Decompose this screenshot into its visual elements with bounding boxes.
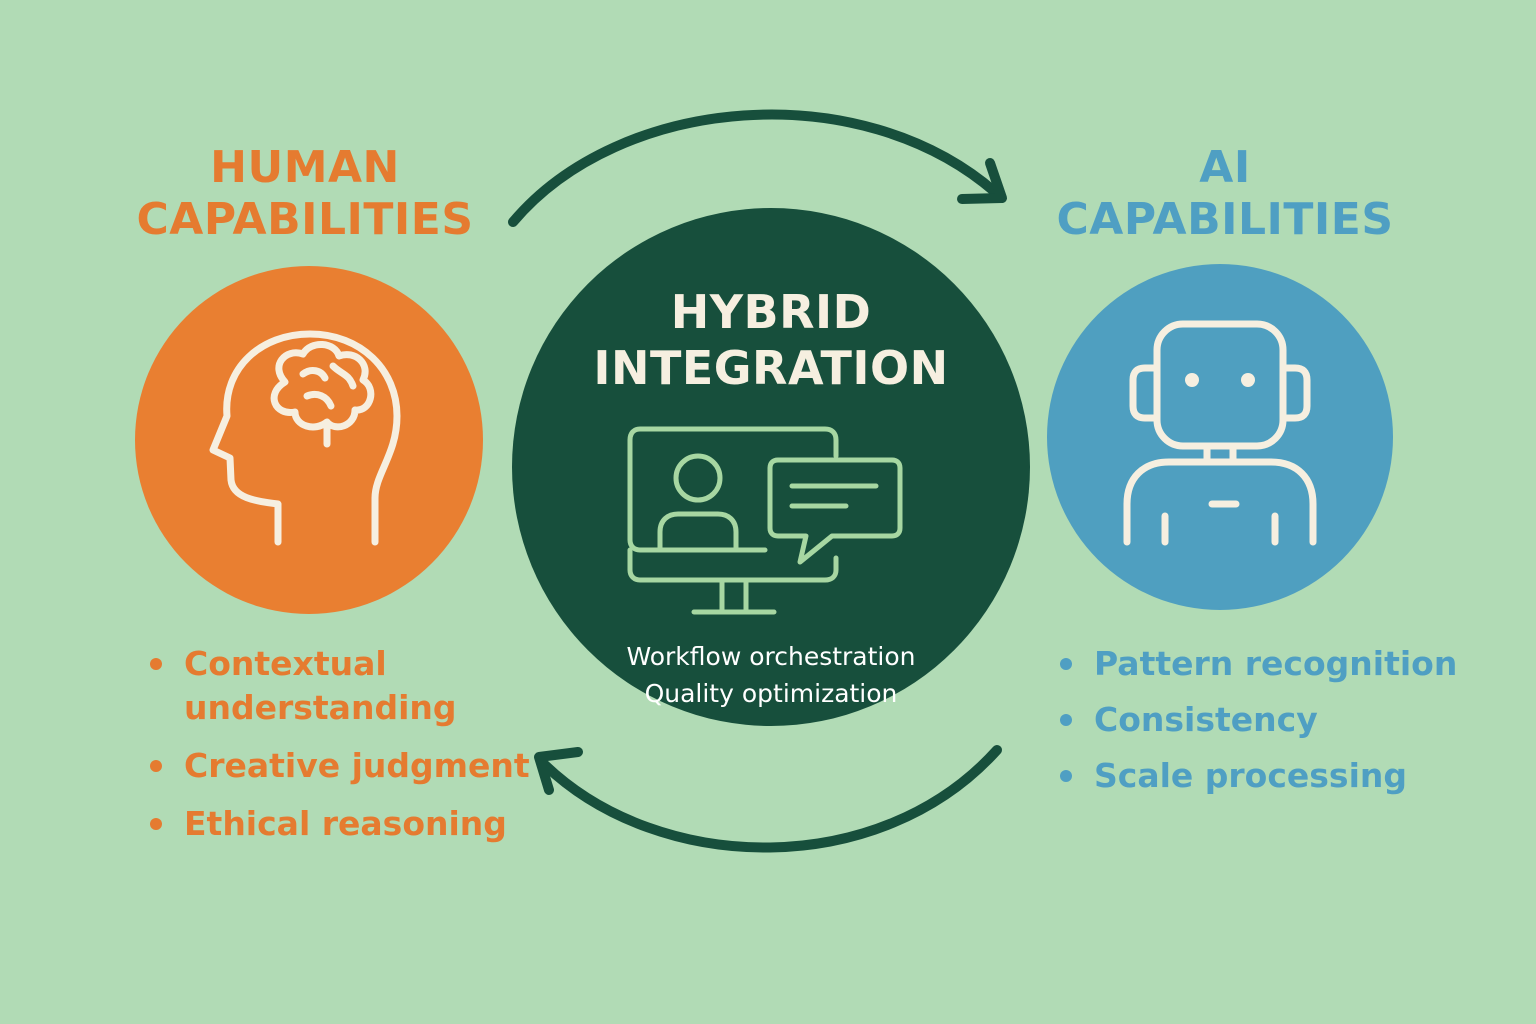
bottom-arrow-head-icon (534, 747, 583, 795)
hybrid-integration-title: HYBRID INTEGRATION (512, 284, 1030, 396)
human-circle (135, 266, 483, 614)
human-capabilities-list: Contextual understanding Creative judgme… (148, 642, 548, 860)
hub-title-line1: HYBRID (670, 285, 872, 339)
list-item: Ethical reasoning (148, 802, 548, 846)
monitor-with-person-and-chat-icon (627, 426, 903, 615)
human-heading-line2: CAPABILITIES (136, 194, 474, 245)
list-item: Scale processing (1058, 754, 1478, 798)
human-capabilities-heading: HUMAN CAPABILITIES (110, 142, 500, 246)
list-item-label: Scale processing (1094, 756, 1408, 795)
list-item: Contextual understanding (148, 642, 548, 730)
list-item: Quality optimization (644, 679, 898, 708)
ai-heading-line2: CAPABILITIES (1056, 194, 1394, 245)
list-item-label: Pattern recognition (1094, 644, 1458, 683)
ai-heading-line1: AI (1199, 142, 1251, 193)
bullet-dot-icon (1060, 658, 1072, 670)
head-with-brain-icon (209, 330, 401, 546)
list-item-label: Ethical reasoning (184, 804, 507, 843)
top-arrow-head-icon (957, 158, 1007, 204)
bottom-arrow-arc (540, 745, 1002, 853)
bullet-dot-icon (150, 818, 162, 830)
list-item-label: Creative judgment (184, 746, 530, 785)
hub-title-line2: INTEGRATION (593, 341, 949, 395)
bullet-dot-icon (150, 760, 162, 772)
list-item: Consistency (1058, 698, 1478, 742)
bullet-dot-icon (1060, 770, 1072, 782)
list-item-label: Contextual understanding (184, 644, 457, 727)
list-item: Workflow orchestration (626, 642, 916, 671)
ai-capabilities-heading: AI CAPABILITIES (1030, 142, 1420, 246)
hub-items-list: Workflow orchestration Quality optimizat… (512, 638, 1030, 712)
human-heading-line1: HUMAN (210, 142, 400, 193)
bullet-dot-icon (150, 658, 162, 670)
ai-capabilities-list: Pattern recognition Consistency Scale pr… (1058, 642, 1478, 810)
list-item: Pattern recognition (1058, 642, 1478, 686)
list-item-label: Consistency (1094, 700, 1318, 739)
robot-icon (1123, 320, 1317, 546)
list-item: Creative judgment (148, 744, 548, 788)
top-arrow-arc (508, 109, 1000, 227)
bullet-dot-icon (1060, 714, 1072, 726)
